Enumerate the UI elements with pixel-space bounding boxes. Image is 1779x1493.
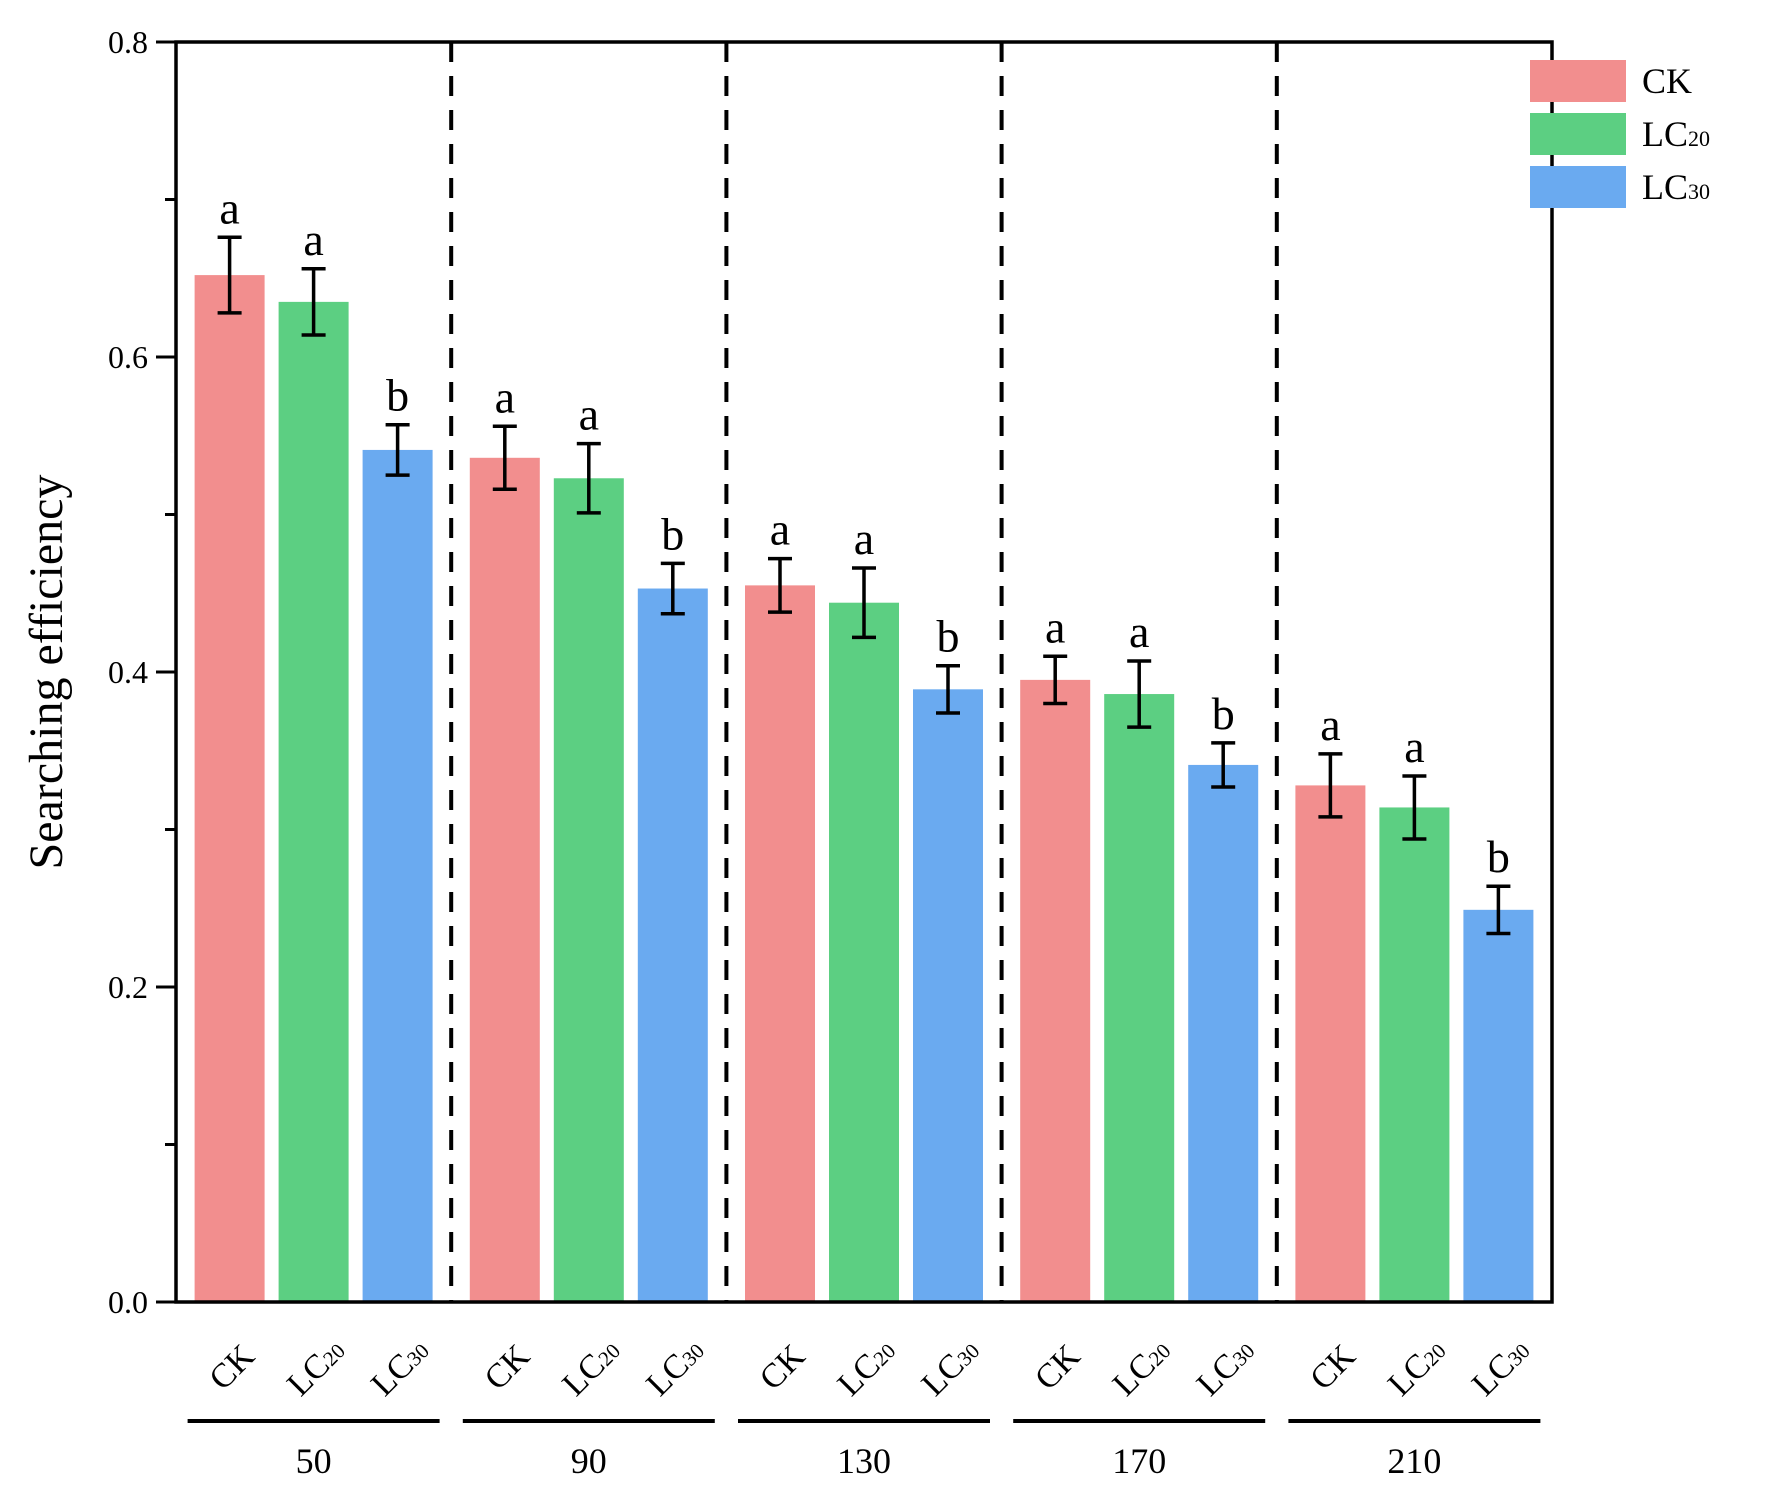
error-bar [768, 556, 792, 614]
bar-lc30-50 [362, 449, 433, 1302]
x-category-label: LC20 [1381, 1332, 1453, 1404]
x-category-label: CK [202, 1337, 262, 1397]
y-tick-label: 0.2 [108, 969, 148, 1005]
bar-ck-50 [194, 275, 265, 1303]
x-category-label: CK [1028, 1337, 1088, 1397]
error-bar [1318, 752, 1343, 819]
y-axis-label: Searching efficiency [20, 475, 73, 870]
error-bar [1402, 774, 1427, 841]
x-category-label: LC20 [1106, 1332, 1178, 1404]
bar-lc20-170 [1104, 694, 1175, 1302]
error-bar [492, 424, 517, 492]
significance-letter: b [661, 508, 684, 559]
group-label: 50 [296, 1441, 332, 1481]
error-bar [301, 267, 326, 337]
bar-lc20-90 [553, 478, 624, 1302]
x-category-label: LC30 [915, 1332, 987, 1404]
bar-lc20-130 [829, 602, 899, 1302]
significance-letter: a [854, 513, 874, 564]
bar-lc30-210 [1463, 909, 1534, 1302]
bar-lc20-50 [278, 301, 349, 1302]
error-bar [936, 663, 960, 715]
x-category-label: CK [1303, 1337, 1363, 1397]
bar-ck-170 [1020, 679, 1091, 1302]
x-category-label: LC20 [831, 1332, 903, 1404]
x-category-label: CK [478, 1337, 538, 1397]
x-category-label: LC20 [556, 1332, 628, 1404]
bar-ck-210 [1295, 785, 1366, 1302]
error-bar [1486, 884, 1511, 936]
group-label: 90 [571, 1441, 607, 1481]
error-bar [1127, 659, 1152, 729]
error-bar [1043, 654, 1068, 706]
legend-label: LC30 [1642, 167, 1710, 207]
error-bar [852, 566, 876, 640]
bar-ck-130 [745, 585, 815, 1302]
y-tick-label: 0.6 [108, 339, 148, 375]
error-bar [1211, 741, 1236, 789]
x-category-label: LC30 [1190, 1332, 1262, 1404]
legend-label: CK [1642, 61, 1692, 101]
significance-letter: b [1487, 831, 1510, 882]
bar-lc20-210 [1379, 807, 1450, 1302]
significance-letter: b [386, 370, 409, 421]
significance-letter: b [937, 611, 960, 662]
significance-letter: a [1320, 699, 1340, 750]
group-label: 170 [1112, 1441, 1166, 1481]
y-tick-label: 0.8 [108, 24, 148, 60]
significance-letter: a [770, 504, 790, 555]
legend-swatch [1530, 113, 1626, 155]
legend-swatch [1530, 60, 1626, 102]
bar-ck-90 [469, 457, 540, 1302]
group-label: 130 [837, 1441, 891, 1481]
x-category-label: LC20 [280, 1332, 352, 1404]
x-category-label: LC30 [364, 1332, 436, 1404]
y-tick-label: 0.0 [108, 1284, 148, 1320]
y-tick-label: 0.4 [108, 654, 148, 690]
significance-letter: a [495, 371, 515, 422]
x-category-label: CK [753, 1337, 813, 1397]
significance-letter: a [1045, 601, 1065, 652]
error-bar [217, 235, 242, 315]
significance-letter: b [1212, 688, 1235, 739]
bar-lc30-130 [913, 689, 983, 1302]
significance-letter: a [219, 182, 239, 233]
legend-label: LC20 [1642, 114, 1710, 154]
error-bar [576, 441, 601, 515]
bar-lc30-90 [637, 588, 708, 1302]
significance-letter: a [579, 389, 599, 440]
bar-lc30-170 [1188, 764, 1259, 1302]
group-label: 210 [1387, 1441, 1441, 1481]
x-category-label: LC30 [1465, 1332, 1537, 1404]
x-category-label: LC30 [640, 1332, 712, 1404]
error-bar [660, 561, 685, 616]
legend-swatch [1530, 166, 1626, 208]
error-bar [385, 422, 410, 477]
significance-letter: a [1404, 721, 1424, 772]
significance-letter: a [303, 214, 323, 265]
significance-letter: a [1129, 606, 1149, 657]
